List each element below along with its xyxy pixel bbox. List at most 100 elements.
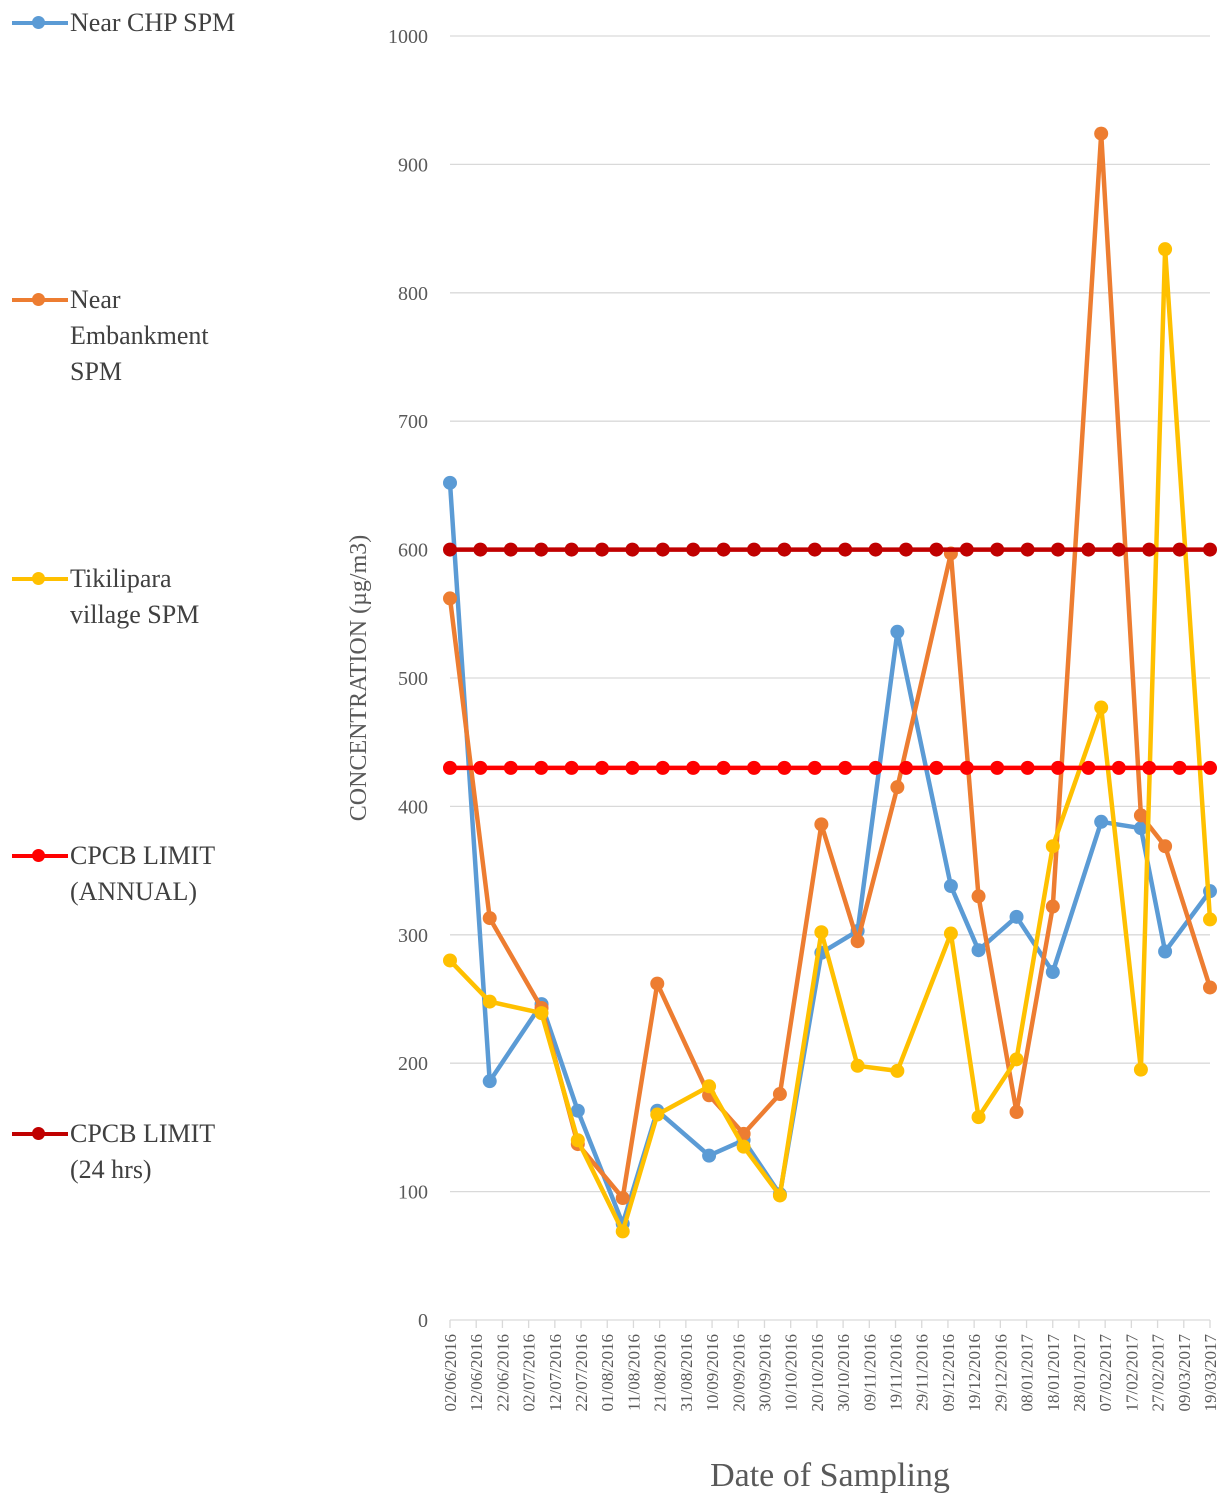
data-point xyxy=(534,760,549,775)
x-tick-label: 20/09/2016 xyxy=(729,1334,748,1411)
data-point xyxy=(899,542,913,557)
x-tick-label: 30/09/2016 xyxy=(755,1334,774,1411)
data-point xyxy=(1094,700,1109,715)
legend-label: Near CHP SPM xyxy=(70,8,236,37)
data-point xyxy=(772,1188,787,1203)
series-near-embankment-spm xyxy=(443,126,1217,1206)
data-point xyxy=(1045,839,1060,854)
data-point xyxy=(482,911,497,926)
data-point xyxy=(1203,912,1217,927)
x-tick-label: 02/06/2016 xyxy=(441,1334,460,1411)
data-point xyxy=(971,943,986,958)
data-point xyxy=(595,760,609,775)
x-tick-label: 10/10/2016 xyxy=(782,1334,801,1411)
series-tikilipara-village-spm xyxy=(443,242,1217,1239)
x-tick-label: 12/06/2016 xyxy=(467,1334,486,1411)
data-point xyxy=(1142,542,1157,557)
data-point xyxy=(1142,760,1157,775)
x-tick-label: 21/08/2016 xyxy=(651,1334,670,1411)
data-point xyxy=(615,1191,630,1206)
data-point xyxy=(850,1058,865,1073)
data-point xyxy=(890,780,905,795)
data-point xyxy=(971,889,986,904)
data-point xyxy=(1094,814,1109,829)
data-point xyxy=(443,591,457,606)
series-cpcb-limit-24-hrs- xyxy=(443,542,1217,557)
series-cpcb-limit-annual- xyxy=(443,760,1217,775)
x-tick-label: 02/07/2016 xyxy=(520,1334,539,1411)
data-point xyxy=(1133,808,1148,823)
data-point xyxy=(503,760,518,775)
data-point xyxy=(971,1110,986,1125)
y-tick-label: 600 xyxy=(398,540,428,562)
data-point xyxy=(959,542,974,557)
y-tick-label: 300 xyxy=(398,925,428,947)
y-tick-label: 0 xyxy=(418,1310,428,1332)
data-point xyxy=(959,760,974,775)
legend-marker xyxy=(32,849,45,862)
data-point xyxy=(1111,542,1126,557)
data-point xyxy=(482,1074,497,1089)
x-tick-label: 08/01/2017 xyxy=(1018,1334,1037,1412)
data-point xyxy=(890,624,905,639)
data-point xyxy=(534,1006,549,1021)
data-point xyxy=(990,760,1005,775)
x-tick-label: 22/07/2016 xyxy=(572,1334,591,1411)
data-point xyxy=(686,542,701,557)
data-point xyxy=(595,542,609,557)
y-tick-label: 100 xyxy=(398,1182,428,1204)
data-point xyxy=(1045,899,1060,914)
y-tick-label: 700 xyxy=(398,411,428,433)
legend-label: CPCB LIMIT (24 hrs) xyxy=(70,1119,216,1184)
data-point xyxy=(1081,760,1096,775)
data-point xyxy=(1009,1052,1024,1067)
data-point xyxy=(1158,839,1173,854)
y-axis-title: CONCENTRATION (µg/m3) xyxy=(346,535,372,821)
data-point xyxy=(929,760,944,775)
x-tick-label: 17/02/2017 xyxy=(1122,1334,1141,1412)
data-point xyxy=(1094,126,1109,141)
data-point xyxy=(1020,542,1035,557)
y-axis-ticks: 0 100 200 300 400 500 600 700 800 900 1000 xyxy=(388,26,428,1332)
x-tick-label: 27/02/2017 xyxy=(1149,1334,1168,1412)
series-line xyxy=(448,246,1213,1234)
data-point xyxy=(443,760,457,775)
data-point xyxy=(503,542,518,557)
data-point xyxy=(850,934,865,949)
data-point xyxy=(990,542,1005,557)
y-tick-label: 400 xyxy=(398,796,428,818)
data-point xyxy=(702,1148,717,1163)
data-point xyxy=(443,953,457,968)
data-point xyxy=(807,760,822,775)
y-tick-label: 200 xyxy=(398,1053,428,1075)
data-point xyxy=(1020,760,1035,775)
data-point xyxy=(772,1087,787,1102)
data-point xyxy=(868,760,883,775)
x-tick-label: 19/12/2016 xyxy=(965,1334,984,1411)
legend-label: CPCB LIMIT (ANNUAL) xyxy=(70,841,216,906)
data-point xyxy=(702,1079,717,1094)
x-axis-ticks: 02/06/2016 12/06/2016 22/06/2016 02/07/2016… xyxy=(441,1320,1219,1411)
data-point xyxy=(716,542,731,557)
x-tick-label: 09/03/2017 xyxy=(1175,1334,1194,1412)
x-tick-label: 19/11/2016 xyxy=(887,1334,906,1411)
data-point xyxy=(482,994,497,1009)
x-tick-label: 09/11/2016 xyxy=(860,1334,879,1411)
data-point xyxy=(1051,760,1065,775)
x-tick-label: 18/01/2017 xyxy=(1044,1334,1063,1412)
data-point xyxy=(807,542,822,557)
data-point xyxy=(899,760,913,775)
x-tick-label: 31/08/2016 xyxy=(677,1334,696,1411)
x-tick-label: 28/01/2017 xyxy=(1070,1334,1089,1412)
data-point xyxy=(473,542,488,557)
data-point xyxy=(570,1103,585,1118)
data-point xyxy=(564,542,579,557)
data-point xyxy=(1051,542,1065,557)
data-point xyxy=(1009,909,1024,924)
data-point xyxy=(534,542,549,557)
x-tick-label: 29/11/2016 xyxy=(913,1334,932,1411)
x-axis-title: Date of Sampling xyxy=(710,1457,950,1494)
x-tick-label: 01/08/2016 xyxy=(598,1334,617,1411)
data-point xyxy=(655,542,670,557)
